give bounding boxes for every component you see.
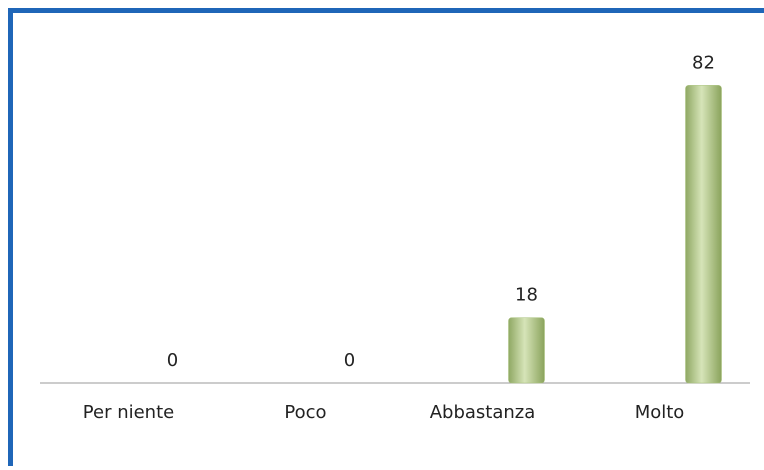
value-label: 18 — [515, 285, 538, 306]
x-tick-label: Molto — [635, 402, 685, 423]
value-label: 0 — [344, 350, 355, 371]
value-label: 0 — [167, 350, 178, 371]
value-label: 82 — [692, 52, 715, 73]
x-tick-label: Abbastanza — [430, 402, 536, 423]
bar — [509, 318, 545, 383]
x-tick-label: Poco — [284, 402, 326, 423]
x-tick-label: Per niente — [83, 402, 174, 423]
bar — [686, 85, 722, 383]
frame — [11, 11, 764, 467]
